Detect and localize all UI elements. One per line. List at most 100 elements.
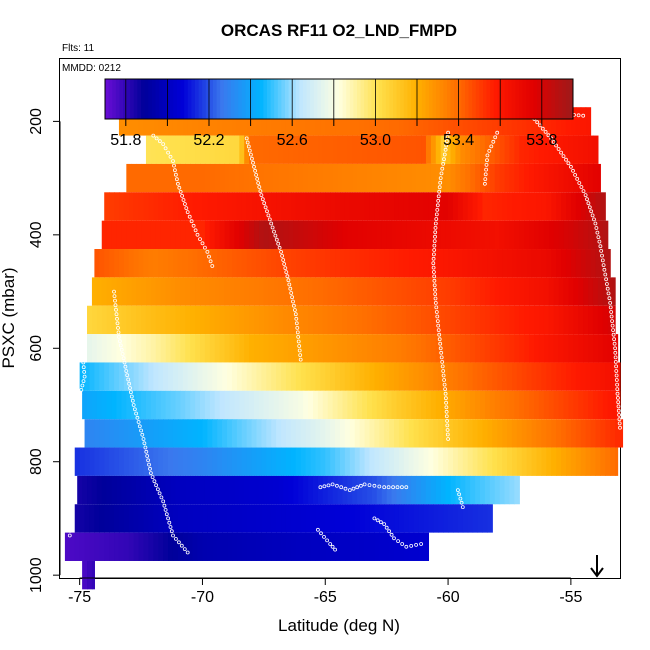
heatmap-cell — [416, 334, 422, 363]
heatmap-cell — [84, 362, 91, 391]
flight-track-point — [251, 160, 255, 165]
heatmap-cell — [227, 532, 233, 561]
heatmap-cell — [389, 107, 395, 136]
heatmap-cell — [406, 135, 412, 164]
heatmap-cell — [472, 362, 479, 391]
heatmap-cell — [256, 192, 262, 221]
heatmap-cell — [570, 192, 577, 221]
flight-track-point — [147, 462, 151, 467]
heatmap-cell — [236, 532, 243, 561]
heatmap-cell — [430, 220, 437, 250]
heatmap-cell — [261, 504, 267, 533]
heatmap-cell — [202, 107, 208, 136]
heatmap-cell — [256, 532, 262, 561]
heatmap-cell — [592, 220, 599, 250]
heatmap-cell — [558, 390, 565, 420]
heatmap-cell — [288, 305, 294, 335]
heatmap-cell — [273, 390, 280, 420]
heatmap-cell — [315, 419, 321, 448]
heatmap-cell — [170, 220, 177, 250]
heatmap-cell — [239, 305, 245, 335]
heatmap-cell — [128, 419, 135, 448]
heatmap-cell — [455, 305, 461, 335]
heatmap-cell — [376, 334, 383, 363]
heatmap-cell — [165, 334, 172, 363]
flight-track-point — [343, 486, 348, 491]
colorbar-swatch — [313, 79, 318, 119]
flight-track-point — [70, 431, 75, 436]
heatmap-cell — [430, 135, 437, 164]
heatmap-cell — [487, 447, 493, 476]
heatmap-cell — [602, 277, 609, 306]
x-tick-label: -75 — [68, 589, 91, 606]
heatmap-cell — [244, 390, 250, 420]
heatmap-cell — [342, 334, 348, 363]
heatmap-cell — [411, 135, 417, 164]
heatmap-cell — [293, 277, 299, 306]
heatmap-cell — [452, 419, 459, 448]
heatmap-cell — [172, 362, 179, 391]
heatmap-cell — [195, 390, 201, 420]
colorbar-swatch — [173, 79, 178, 119]
flight-track-point — [433, 292, 438, 297]
heatmap-cell — [150, 305, 157, 335]
heatmap-cell — [556, 192, 562, 221]
heatmap-cell — [143, 249, 150, 278]
heatmap-cell — [369, 447, 375, 476]
heatmap-cell — [534, 220, 540, 250]
heatmap-cell — [384, 447, 390, 476]
heatmap-cell — [246, 362, 253, 391]
flight-track-point — [181, 198, 186, 202]
heatmap-cell — [330, 504, 336, 533]
flight-track-point — [208, 259, 213, 264]
flight-track-point — [596, 235, 601, 240]
heatmap-cell — [118, 249, 125, 278]
heatmap-cell — [136, 220, 142, 250]
heatmap-row — [64, 532, 430, 561]
flight-track-point — [351, 486, 356, 491]
heatmap-cell — [509, 390, 515, 420]
heatmap-cell — [509, 220, 515, 250]
heatmap-cell — [561, 192, 567, 221]
heatmap-cell — [605, 447, 611, 476]
heatmap-cell — [386, 220, 393, 250]
heatmap-cell — [416, 390, 422, 420]
colorbar-swatch — [547, 79, 552, 119]
flight-track-point — [431, 256, 436, 261]
flight-track-point — [257, 185, 262, 189]
heatmap-cell — [565, 419, 572, 448]
heatmap-cell — [489, 305, 496, 335]
colorbar-swatch — [303, 79, 308, 119]
flight-track-point — [576, 113, 581, 118]
heatmap-cell — [580, 192, 587, 221]
heatmap-cell — [379, 504, 385, 533]
flight-track-point — [77, 323, 82, 328]
heatmap-row — [91, 277, 616, 306]
heatmap-cell — [472, 504, 479, 533]
heatmap-cell — [204, 334, 211, 363]
heatmap-cell — [273, 475, 280, 505]
heatmap-cell — [371, 277, 378, 306]
heatmap-cell — [470, 305, 476, 335]
heatmap-cell — [207, 362, 213, 391]
heatmap-cell — [74, 447, 81, 476]
heatmap-cell — [379, 419, 385, 448]
heatmap-cell — [585, 419, 592, 448]
heatmap-cell — [340, 504, 346, 533]
flight-track-point — [81, 365, 86, 370]
heatmap-cell — [467, 107, 474, 136]
heatmap-cell — [290, 249, 297, 278]
heatmap-cell — [227, 504, 233, 533]
heatmap-cell — [114, 192, 120, 221]
colorbar-swatch — [421, 79, 426, 119]
heatmap-cell — [229, 305, 235, 335]
heatmap-cell — [487, 362, 493, 391]
heatmap-cell — [384, 107, 390, 136]
flight-track-point — [248, 152, 253, 157]
heatmap-cell — [406, 390, 412, 420]
heatmap-cell — [462, 249, 469, 278]
heatmap-cell — [168, 447, 174, 476]
flight-track-point — [69, 466, 73, 470]
